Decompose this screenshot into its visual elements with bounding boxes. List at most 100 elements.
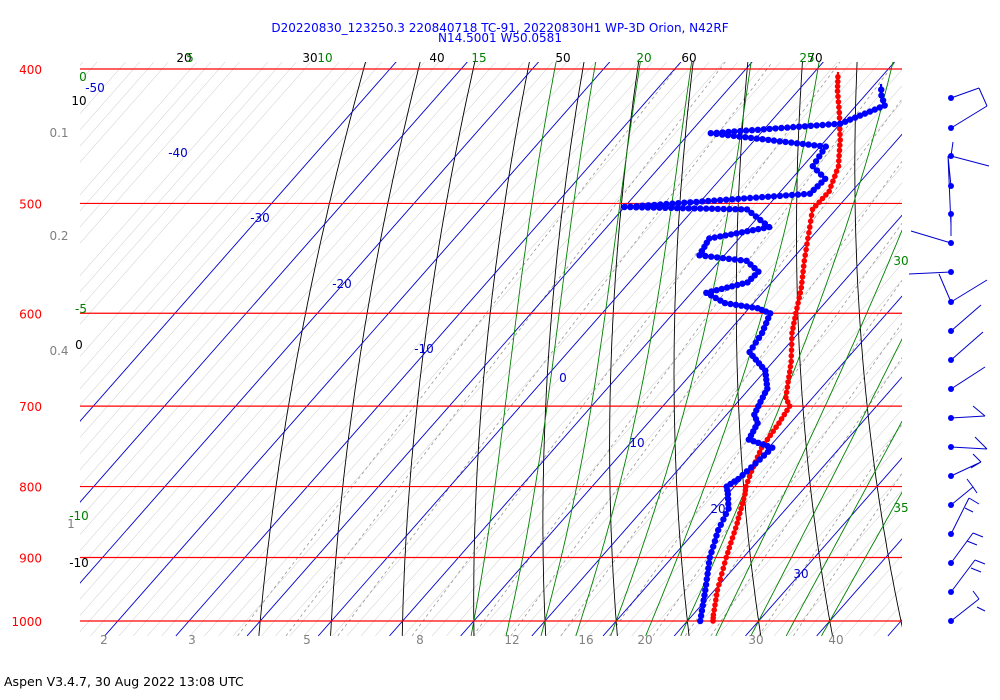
temperature-profile-point: [804, 241, 810, 247]
mixing-ratio-label: 1: [67, 517, 75, 531]
temperature-profile-point: [837, 126, 843, 132]
temperature-profile-point: [816, 199, 822, 205]
mixing-ratio-line: [237, 62, 682, 637]
temperature-profile-point: [711, 607, 717, 613]
dewpoint-profile-point: [744, 228, 751, 235]
wind-barb: [948, 304, 982, 334]
temperature-profile-point: [728, 540, 734, 546]
dry-adiabat-label: 10: [71, 94, 86, 108]
temperature-profile-point: [835, 163, 842, 169]
dewpoint-profile-point: [749, 304, 756, 311]
fine-grid-line: [289, 62, 796, 637]
dewpoint-profile-point: [645, 202, 652, 209]
dewpoint-profile-point: [711, 537, 719, 545]
temperature-profile-point: [828, 183, 834, 189]
isotherm-line: [745, 457, 902, 637]
dewpoint-profile-point: [793, 140, 801, 147]
fine-grid-line: [617, 312, 902, 637]
dry-adiabat-line: [330, 62, 421, 636]
dewpoint-profile-point: [705, 197, 712, 205]
isotherm-line: [602, 295, 902, 637]
temperature-profile-point: [745, 478, 751, 485]
temperature-profile-point: [796, 295, 802, 301]
temperature-profile-point: [834, 88, 841, 94]
temperature-profile-point: [813, 203, 819, 209]
dewpoint-profile-point: [737, 127, 744, 135]
temperature-profile-point: [740, 496, 747, 502]
wind-barb-station: [948, 357, 954, 363]
wind-barb-shaft: [950, 590, 986, 622]
temperature-profile-point: [726, 544, 733, 551]
fine-grid-line: [261, 62, 767, 637]
dewpoint-profile-point: [717, 521, 724, 528]
dry-adiabat-line: [966, 61, 1000, 636]
fine-grid-line: [788, 506, 902, 637]
dewpoint-profile-point: [766, 125, 773, 133]
dewpoint-profile-point: [693, 198, 700, 206]
fine-grid-line: [688, 393, 902, 637]
temperature-profile-point: [789, 335, 795, 342]
dewpoint-profile-point: [639, 202, 646, 209]
temperature-profile-point: [773, 424, 779, 431]
dry-adiabat-line: [542, 62, 585, 636]
dry-adiabat-label: 50: [555, 51, 570, 65]
temperature-profile-point: [713, 592, 720, 598]
isotherm-line: [673, 376, 902, 637]
fine-grid-line: [80, 62, 568, 616]
dewpoint-profile-point: [805, 141, 812, 148]
fine-grid-line: [0, 61, 55, 636]
dewpoint-profile-point: [748, 127, 756, 134]
temperature-profile-point: [778, 416, 785, 422]
dewpoint-profile-point: [701, 592, 708, 599]
temperature-profile-point: [756, 449, 763, 456]
wind-barb-station: [948, 328, 954, 334]
wind-barb-shaft: [950, 559, 986, 593]
dewpoint-profile-point: [717, 297, 724, 304]
temperature-profile-point: [725, 549, 731, 556]
dewpoint-profile-point: [727, 231, 735, 238]
fine-grid-line: [988, 61, 1000, 636]
dewpoint-profile-point: [812, 158, 820, 165]
wind-barb-station: [948, 618, 954, 624]
temperature-profile-point: [784, 407, 790, 414]
temperature-profile-point: [834, 83, 841, 90]
fine-grid-line: [303, 62, 810, 637]
isotherm-label: -10: [414, 342, 434, 356]
dewpoint-profile-point: [681, 199, 688, 206]
moist-adiabat-label: 25: [799, 51, 814, 65]
fine-grid-line: [189, 62, 696, 637]
wind-barb-shaft: [950, 105, 988, 129]
fine-grid-line: [80, 62, 283, 293]
dry-adiabat-line: [258, 62, 367, 636]
temperature-profile-point: [788, 353, 795, 359]
temperature-profile-point: [788, 341, 795, 348]
dewpoint-profile-point: [651, 201, 658, 209]
dewpoint-profile-point: [723, 284, 731, 291]
dewpoint-profile-point: [725, 255, 733, 262]
wind-barb: [948, 211, 954, 236]
wind-barb-shaft: [950, 436, 988, 450]
wind-barb-station: [948, 531, 954, 537]
dewpoint-profile-point: [725, 505, 732, 512]
dewpoint-profile-point: [743, 303, 750, 310]
moist-adiabat-label: 5: [186, 51, 194, 65]
fine-grid-line: [80, 62, 554, 600]
temperature-profile-point: [746, 473, 753, 480]
fine-grid-line: [702, 409, 902, 637]
temperature-profile-point: [712, 602, 718, 608]
fine-grid-line: [560, 247, 902, 637]
dewpoint-profile-point: [723, 196, 730, 203]
dewpoint-profile-point: [816, 142, 824, 150]
fine-grid-line: [432, 101, 902, 637]
temperature-profile-point: [791, 320, 797, 326]
wind-barb-shaft: [950, 331, 984, 361]
temperature-profile-point: [806, 229, 812, 236]
dewpoint-profile-point: [760, 126, 767, 133]
isotherm-label: 20: [710, 502, 725, 516]
pressure-label: 1000: [11, 615, 42, 629]
dewpoint-profile-point: [673, 204, 681, 212]
dewpoint-profile-point: [704, 570, 711, 577]
mixing-ratio-line: [710, 357, 902, 637]
isotherm-line: [816, 538, 902, 637]
dewpoint-profile-point: [742, 127, 750, 134]
